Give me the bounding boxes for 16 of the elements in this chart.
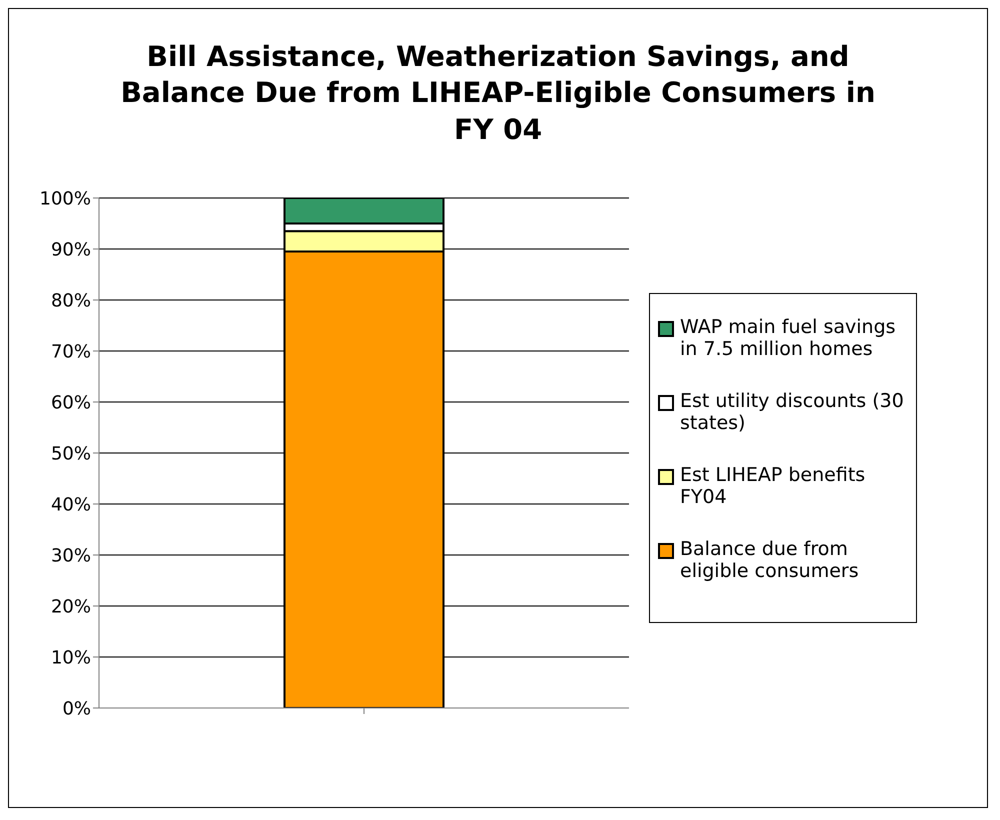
y-tick-label: 10%	[50, 648, 91, 669]
y-tick-label: 100%	[40, 188, 91, 210]
chart-title: Bill Assistance, Weatherization Savings, and Balance Due from LIHEAP-Eligible Consumers in FY 04	[120, 39, 876, 148]
y-tick-label: 60%	[50, 392, 91, 414]
y-tick-label: 50%	[50, 444, 91, 465]
legend-label: Est utility discounts (30 states)	[680, 390, 905, 434]
y-tick-label: 80%	[50, 290, 91, 312]
y-tick-label: 90%	[50, 240, 91, 261]
y-tick-label: 20%	[50, 596, 91, 618]
legend-label: Balance due from eligible consumers	[680, 538, 860, 582]
y-tick-label: 0%	[62, 698, 91, 720]
y-tick-label: 40%	[50, 494, 91, 516]
legend-label: Est LIHEAP benefits FY04	[680, 464, 866, 508]
y-tick-label: 70%	[50, 342, 91, 363]
y-tick-label: 30%	[50, 546, 91, 567]
legend-label: WAP main fuel savings in 7.5 million homes	[680, 316, 897, 360]
